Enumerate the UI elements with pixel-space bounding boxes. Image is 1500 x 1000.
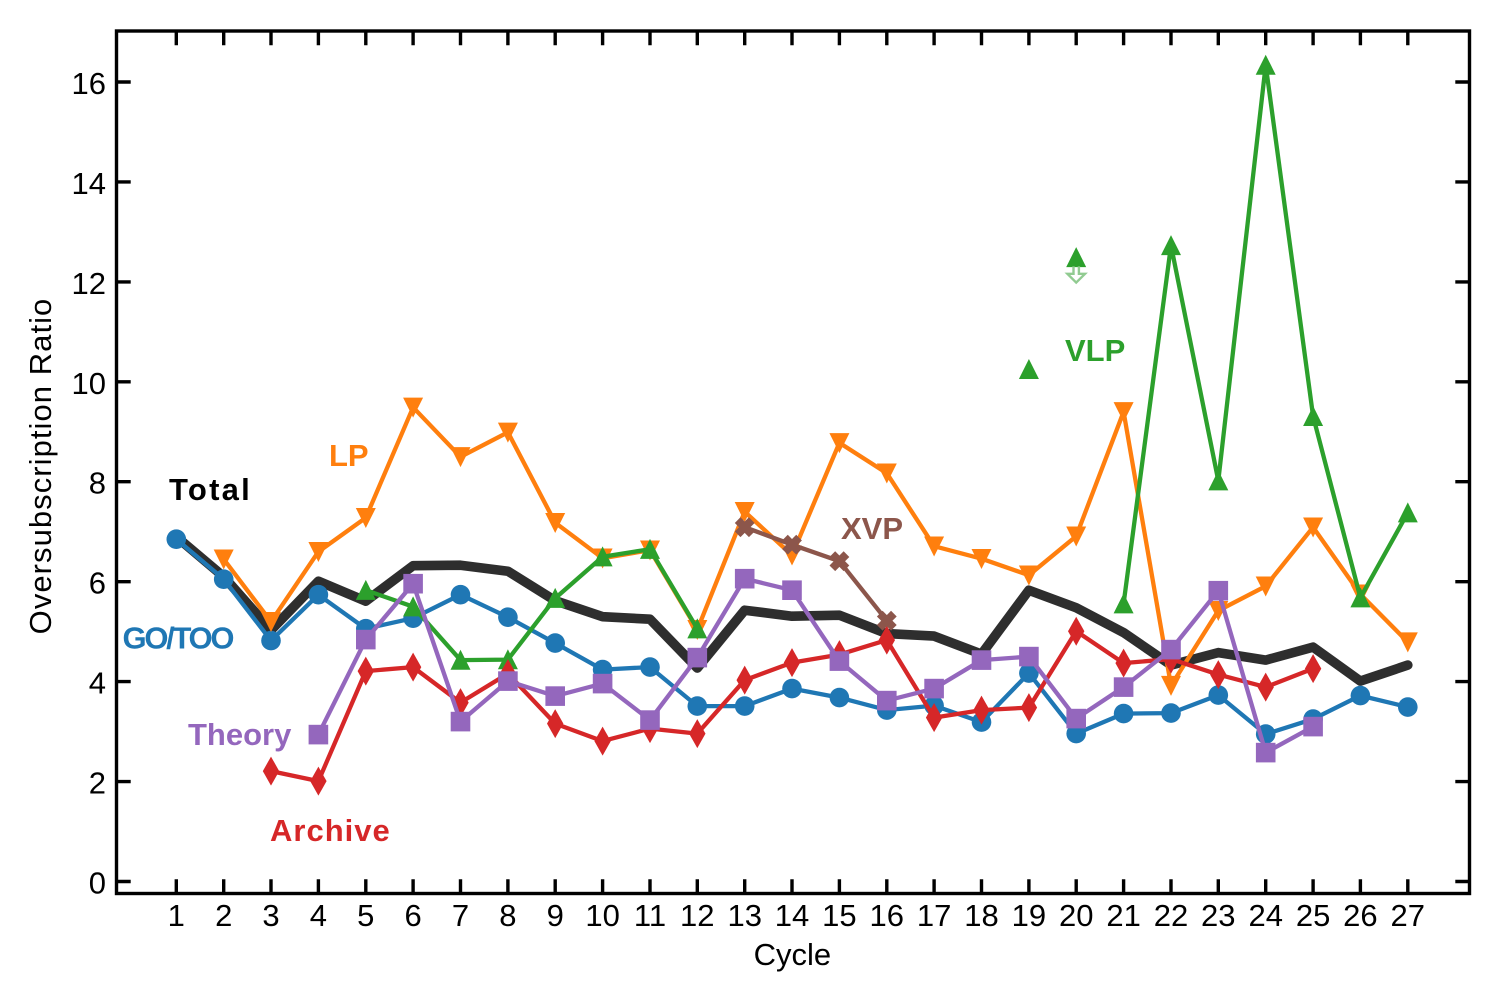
svg-text:6: 6 [89, 566, 106, 601]
svg-text:14: 14 [775, 898, 809, 933]
svg-text:7: 7 [452, 898, 469, 933]
svg-text:19: 19 [1012, 898, 1046, 933]
svg-text:10: 10 [72, 366, 106, 401]
svg-text:4: 4 [89, 666, 106, 701]
svg-text:2: 2 [89, 766, 106, 801]
svg-text:8: 8 [499, 898, 516, 933]
svg-text:11: 11 [634, 898, 666, 933]
svg-text:9: 9 [547, 898, 564, 933]
svg-text:Cycle: Cycle [754, 937, 832, 972]
svg-text:6: 6 [404, 898, 421, 933]
svg-text:25: 25 [1296, 898, 1330, 933]
svg-text:20: 20 [1059, 898, 1093, 933]
svg-text:12: 12 [72, 266, 106, 301]
svg-text:13: 13 [727, 898, 761, 933]
svg-text:0: 0 [89, 866, 106, 901]
svg-text:18: 18 [964, 898, 998, 933]
svg-text:LP: LP [329, 438, 369, 473]
svg-text:2: 2 [215, 898, 232, 933]
svg-text:16: 16 [72, 66, 106, 101]
svg-text:24: 24 [1248, 898, 1282, 933]
svg-text:3: 3 [262, 898, 279, 933]
svg-text:1: 1 [168, 898, 185, 933]
svg-text:16: 16 [870, 898, 904, 933]
svg-text:XVP: XVP [841, 511, 903, 546]
svg-text:27: 27 [1391, 898, 1425, 933]
svg-text:VLP: VLP [1065, 333, 1125, 368]
svg-text:14: 14 [72, 166, 106, 201]
svg-text:8: 8 [89, 466, 106, 501]
svg-text:4: 4 [310, 898, 327, 933]
svg-text:5: 5 [357, 898, 374, 933]
svg-text:Theory: Theory [188, 717, 292, 752]
svg-text:10: 10 [585, 898, 619, 933]
svg-text:12: 12 [680, 898, 714, 933]
svg-text:26: 26 [1343, 898, 1377, 933]
svg-text:Archive: Archive [270, 813, 391, 848]
svg-text:Total: Total [169, 472, 252, 507]
svg-text:21: 21 [1106, 898, 1140, 933]
svg-text:Oversubscription Ratio: Oversubscription Ratio [23, 298, 58, 635]
svg-text:23: 23 [1201, 898, 1235, 933]
svg-text:15: 15 [822, 898, 856, 933]
svg-text:17: 17 [917, 898, 951, 933]
svg-text:GO/TOO: GO/TOO [123, 621, 234, 656]
svg-text:22: 22 [1154, 898, 1188, 933]
